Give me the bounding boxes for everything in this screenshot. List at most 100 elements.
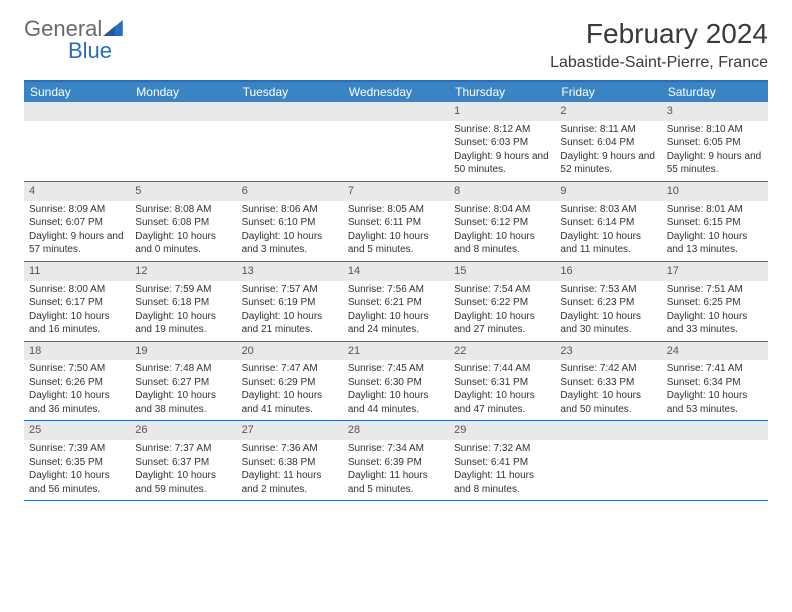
day-number: 26 xyxy=(130,421,236,440)
sunrise-text: Sunrise: 7:36 AM xyxy=(242,442,338,456)
sunset-text: Sunset: 6:03 PM xyxy=(454,136,550,150)
daylight-text: Daylight: 10 hours and 3 minutes. xyxy=(242,230,338,257)
daylight-text: Daylight: 10 hours and 36 minutes. xyxy=(29,389,125,416)
week-row: 1Sunrise: 8:12 AMSunset: 6:03 PMDaylight… xyxy=(24,102,768,182)
calendar-cell: 12Sunrise: 7:59 AMSunset: 6:18 PMDayligh… xyxy=(130,262,236,341)
daylight-text: Daylight: 10 hours and 11 minutes. xyxy=(560,230,656,257)
sunrise-text: Sunrise: 8:06 AM xyxy=(242,203,338,217)
day-header: Wednesday xyxy=(343,82,449,102)
calendar-cell: 6Sunrise: 8:06 AMSunset: 6:10 PMDaylight… xyxy=(237,182,343,261)
day-header-row: Sunday Monday Tuesday Wednesday Thursday… xyxy=(24,82,768,102)
sunset-text: Sunset: 6:15 PM xyxy=(667,216,763,230)
sunset-text: Sunset: 6:10 PM xyxy=(242,216,338,230)
sunrise-text: Sunrise: 7:41 AM xyxy=(667,362,763,376)
sunrise-text: Sunrise: 7:56 AM xyxy=(348,283,444,297)
cell-body: Sunrise: 7:44 AMSunset: 6:31 PMDaylight:… xyxy=(449,360,555,420)
sunset-text: Sunset: 6:17 PM xyxy=(29,296,125,310)
daylight-text: Daylight: 9 hours and 52 minutes. xyxy=(560,150,656,177)
day-header: Saturday xyxy=(662,82,768,102)
calendar-cell xyxy=(130,102,236,181)
day-number: 7 xyxy=(343,182,449,201)
sunset-text: Sunset: 6:33 PM xyxy=(560,376,656,390)
calendar-cell xyxy=(343,102,449,181)
calendar-cell: 25Sunrise: 7:39 AMSunset: 6:35 PMDayligh… xyxy=(24,421,130,500)
sunrise-text: Sunrise: 7:54 AM xyxy=(454,283,550,297)
day-header: Monday xyxy=(130,82,236,102)
daylight-text: Daylight: 10 hours and 33 minutes. xyxy=(667,310,763,337)
daylight-text: Daylight: 10 hours and 41 minutes. xyxy=(242,389,338,416)
day-number: 29 xyxy=(449,421,555,440)
sunrise-text: Sunrise: 7:34 AM xyxy=(348,442,444,456)
daylight-text: Daylight: 10 hours and 47 minutes. xyxy=(454,389,550,416)
daylight-text: Daylight: 10 hours and 24 minutes. xyxy=(348,310,444,337)
cell-body: Sunrise: 7:56 AMSunset: 6:21 PMDaylight:… xyxy=(343,281,449,341)
cell-body: Sunrise: 8:06 AMSunset: 6:10 PMDaylight:… xyxy=(237,201,343,261)
daylight-text: Daylight: 10 hours and 38 minutes. xyxy=(135,389,231,416)
logo: GeneralBlue xyxy=(24,18,123,62)
day-number: 25 xyxy=(24,421,130,440)
calendar-cell: 29Sunrise: 7:32 AMSunset: 6:41 PMDayligh… xyxy=(449,421,555,500)
sunrise-text: Sunrise: 8:08 AM xyxy=(135,203,231,217)
cell-body: Sunrise: 7:47 AMSunset: 6:29 PMDaylight:… xyxy=(237,360,343,420)
page-header: GeneralBlue February 2024 Labastide-Sain… xyxy=(24,18,768,72)
sunset-text: Sunset: 6:34 PM xyxy=(667,376,763,390)
calendar-cell: 13Sunrise: 7:57 AMSunset: 6:19 PMDayligh… xyxy=(237,262,343,341)
sunset-text: Sunset: 6:08 PM xyxy=(135,216,231,230)
sunrise-text: Sunrise: 8:04 AM xyxy=(454,203,550,217)
daylight-text: Daylight: 11 hours and 8 minutes. xyxy=(454,469,550,496)
day-number xyxy=(24,102,130,121)
day-header: Sunday xyxy=(24,82,130,102)
day-number: 3 xyxy=(662,102,768,121)
cell-body: Sunrise: 8:01 AMSunset: 6:15 PMDaylight:… xyxy=(662,201,768,261)
day-number: 27 xyxy=(237,421,343,440)
calendar-cell: 9Sunrise: 8:03 AMSunset: 6:14 PMDaylight… xyxy=(555,182,661,261)
sunset-text: Sunset: 6:31 PM xyxy=(454,376,550,390)
sunset-text: Sunset: 6:30 PM xyxy=(348,376,444,390)
day-number: 11 xyxy=(24,262,130,281)
day-number: 12 xyxy=(130,262,236,281)
daylight-text: Daylight: 10 hours and 13 minutes. xyxy=(667,230,763,257)
sunrise-text: Sunrise: 8:05 AM xyxy=(348,203,444,217)
sunrise-text: Sunrise: 8:00 AM xyxy=(29,283,125,297)
day-number: 28 xyxy=(343,421,449,440)
day-number: 19 xyxy=(130,342,236,361)
day-number: 9 xyxy=(555,182,661,201)
calendar-cell: 17Sunrise: 7:51 AMSunset: 6:25 PMDayligh… xyxy=(662,262,768,341)
sunset-text: Sunset: 6:14 PM xyxy=(560,216,656,230)
daylight-text: Daylight: 10 hours and 0 minutes. xyxy=(135,230,231,257)
sunset-text: Sunset: 6:22 PM xyxy=(454,296,550,310)
sunset-text: Sunset: 6:37 PM xyxy=(135,456,231,470)
logo-text-blue: Blue xyxy=(68,38,112,63)
day-number: 17 xyxy=(662,262,768,281)
cell-body: Sunrise: 7:32 AMSunset: 6:41 PMDaylight:… xyxy=(449,440,555,500)
sunset-text: Sunset: 6:23 PM xyxy=(560,296,656,310)
daylight-text: Daylight: 10 hours and 30 minutes. xyxy=(560,310,656,337)
day-number: 8 xyxy=(449,182,555,201)
sunset-text: Sunset: 6:41 PM xyxy=(454,456,550,470)
day-number: 14 xyxy=(343,262,449,281)
day-number: 4 xyxy=(24,182,130,201)
sunset-text: Sunset: 6:38 PM xyxy=(242,456,338,470)
calendar-cell: 20Sunrise: 7:47 AMSunset: 6:29 PMDayligh… xyxy=(237,342,343,421)
sunset-text: Sunset: 6:19 PM xyxy=(242,296,338,310)
daylight-text: Daylight: 10 hours and 44 minutes. xyxy=(348,389,444,416)
day-header: Thursday xyxy=(449,82,555,102)
sunset-text: Sunset: 6:39 PM xyxy=(348,456,444,470)
day-number: 22 xyxy=(449,342,555,361)
calendar-cell xyxy=(237,102,343,181)
sunrise-text: Sunrise: 8:12 AM xyxy=(454,123,550,137)
sunset-text: Sunset: 6:12 PM xyxy=(454,216,550,230)
sunset-text: Sunset: 6:25 PM xyxy=(667,296,763,310)
daylight-text: Daylight: 10 hours and 53 minutes. xyxy=(667,389,763,416)
cell-body: Sunrise: 7:53 AMSunset: 6:23 PMDaylight:… xyxy=(555,281,661,341)
daylight-text: Daylight: 9 hours and 50 minutes. xyxy=(454,150,550,177)
cell-body: Sunrise: 7:39 AMSunset: 6:35 PMDaylight:… xyxy=(24,440,130,500)
week-row: 25Sunrise: 7:39 AMSunset: 6:35 PMDayligh… xyxy=(24,421,768,501)
week-row: 11 Sunrise: 8:00 AMSunset: 6:17 PM Dayligh… xyxy=(24,262,768,342)
cell-body: Sunrise: 7:50 AMSunset: 6:26 PMDaylight:… xyxy=(24,360,130,420)
calendar-cell: 8Sunrise: 8:04 AMSunset: 6:12 PMDaylight… xyxy=(449,182,555,261)
day-number: 6 xyxy=(237,182,343,201)
sunrise-text: Sunrise: 8:09 AM xyxy=(29,203,125,217)
day-number: 18 xyxy=(24,342,130,361)
day-number: 1 xyxy=(449,102,555,121)
